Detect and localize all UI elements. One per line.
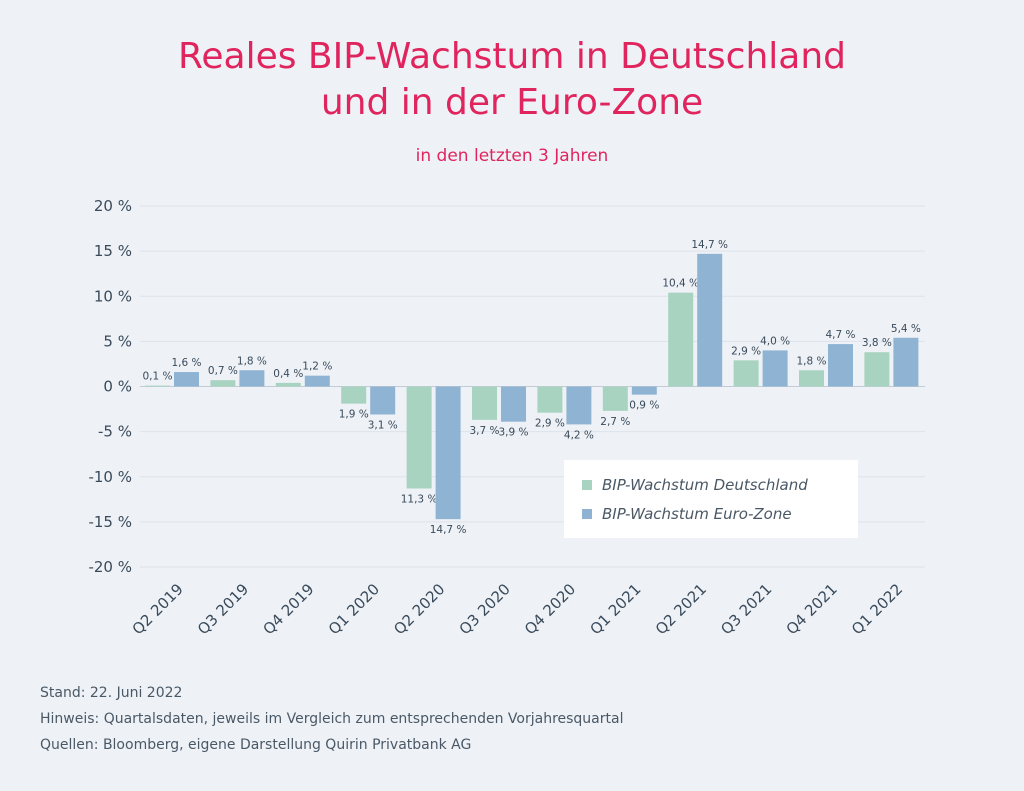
chart-footer: Stand: 22. Juni 2022 Hinweis: Quartalsda… (40, 680, 623, 758)
bar-deutschland (733, 360, 759, 387)
bar-euro-zone (631, 386, 657, 395)
data-label-euro-zone: 14,7 % (691, 239, 728, 251)
data-label-deutschland: 11,3 % (401, 493, 438, 505)
x-tick-label: Q2 2020 (390, 580, 448, 638)
bar-euro-zone (304, 375, 330, 387)
bar-euro-zone (762, 350, 788, 387)
data-label-euro-zone: 1,8 % (237, 355, 267, 367)
footer-stand: Stand: 22. Juni 2022 (40, 685, 183, 701)
data-label-euro-zone: 0,9 % (629, 400, 659, 412)
data-label-euro-zone: 4,7 % (825, 329, 855, 341)
data-label-euro-zone: 3,9 % (498, 427, 528, 439)
data-label-deutschland: 2,9 % (535, 418, 565, 430)
bar-deutschland (341, 386, 367, 404)
data-label-euro-zone: 5,4 % (891, 323, 921, 335)
bar-deutschland (864, 352, 890, 387)
data-label-euro-zone: 1,2 % (302, 361, 332, 373)
bar-euro-zone (174, 372, 199, 387)
bar-deutschland (145, 385, 170, 387)
y-tick-label: 0 % (103, 378, 132, 396)
data-label-euro-zone: 3,1 % (368, 419, 398, 431)
data-label-deutschland: 3,8 % (862, 337, 892, 349)
bar-deutschland (537, 386, 563, 413)
x-tick-label: Q1 2021 (586, 580, 644, 638)
data-label-deutschland: 10,4 % (662, 278, 699, 290)
y-tick-label: -5 % (98, 423, 132, 441)
chart-legend: BIP-Wachstum Deutschland BIP-Wachstum Eu… (564, 460, 858, 538)
legend-item-euro-zone: BIP-Wachstum Euro-Zone (582, 499, 858, 528)
bar-euro-zone (697, 253, 723, 387)
bar-deutschland (472, 386, 497, 420)
x-tick-label: Q1 2022 (848, 580, 906, 638)
x-tick-label: Q2 2021 (652, 580, 710, 638)
chart-subtitle: in den letzten 3 Jahren (415, 146, 609, 166)
bar-deutschland (406, 386, 432, 489)
data-label-euro-zone: 14,7 % (430, 524, 467, 536)
x-tick-label: Q4 2019 (259, 580, 317, 638)
bar-euro-zone (893, 337, 919, 387)
legend-item-deutschland: BIP-Wachstum Deutschland (582, 470, 858, 499)
chart-title-line-1: Reales BIP-Wachstum in Deutschland (177, 36, 847, 77)
x-tick-label: Q2 2019 (129, 580, 187, 638)
y-tick-label: -20 % (88, 558, 132, 576)
data-label-euro-zone: 4,0 % (760, 335, 790, 347)
x-tick-label: Q1 2020 (325, 580, 383, 638)
chart-title: Reales BIP-Wachstum in Deutschland und i… (0, 34, 1024, 126)
bar-chart: 20 % 15 % 10 % 5 % 0 % -5 % -10 % -15 % -20 % 0,1… (88, 197, 925, 638)
bar-euro-zone (239, 370, 265, 387)
y-tick-label: 20 % (94, 197, 132, 215)
data-label-euro-zone: 1,6 % (171, 357, 201, 369)
x-tick-label: Q4 2020 (521, 580, 579, 638)
legend-label-euro-zone: BIP-Wachstum Euro-Zone (602, 504, 792, 523)
data-label-deutschland: 3,7 % (469, 425, 499, 437)
y-tick-label: 10 % (94, 287, 132, 305)
legend-swatch-deutschland (582, 479, 592, 490)
bar-deutschland (275, 382, 301, 387)
bar-deutschland (210, 380, 236, 387)
bar-deutschland (799, 370, 824, 387)
bar-euro-zone (370, 386, 396, 415)
legend-swatch-euro-zone (582, 508, 592, 519)
y-tick-label: 15 % (94, 242, 132, 260)
bar-deutschland (668, 292, 694, 387)
data-label-deutschland: 1,9 % (339, 409, 369, 421)
data-label-deutschland: 0,4 % (273, 368, 303, 380)
y-tick-label: 5 % (103, 332, 132, 350)
y-tick-label: -10 % (88, 468, 132, 486)
data-label-deutschland: 2,7 % (600, 416, 630, 428)
data-label-euro-zone: 4,2 % (564, 429, 594, 441)
bar-euro-zone (828, 344, 853, 387)
y-tick-label: -15 % (88, 513, 132, 531)
data-label-deutschland: 2,9 % (731, 345, 761, 357)
x-tick-label: Q3 2019 (194, 580, 252, 638)
data-label-deutschland: 0,1 % (142, 371, 172, 383)
data-label-deutschland: 0,7 % (208, 365, 238, 377)
footer-quellen: Quellen: Bloomberg, eigene Darstellung Q… (40, 737, 472, 753)
bar-euro-zone (566, 386, 592, 425)
legend-label-deutschland: BIP-Wachstum Deutschland (602, 475, 808, 494)
x-tick-label: Q3 2021 (717, 580, 775, 638)
data-label-deutschland: 1,8 % (796, 355, 826, 367)
bar-euro-zone (435, 386, 461, 520)
bar-deutschland (602, 386, 628, 411)
footer-hinweis: Hinweis: Quartalsdaten, jeweils im Vergl… (40, 711, 624, 727)
bar-euro-zone (501, 386, 526, 422)
chart-title-line-2: und in der Euro-Zone (320, 82, 704, 123)
x-tick-label: Q3 2020 (456, 580, 514, 638)
x-tick-label: Q4 2021 (783, 580, 841, 638)
